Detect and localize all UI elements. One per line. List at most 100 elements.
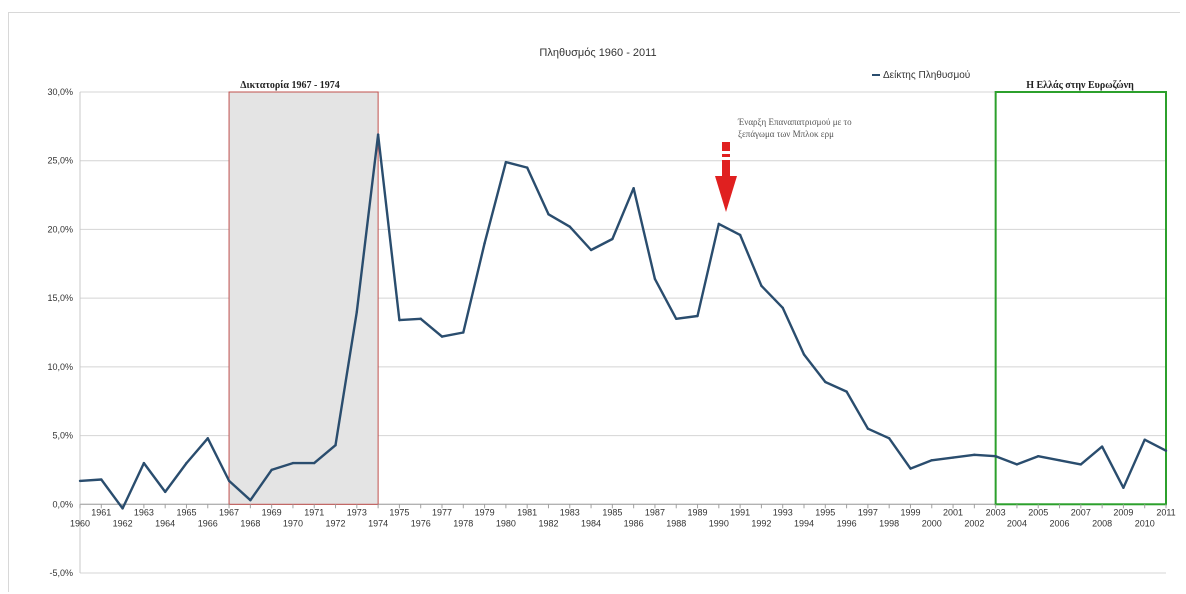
x-tick-label: 1980 <box>496 518 516 528</box>
x-tick-label: 1975 <box>389 507 409 517</box>
data-point <box>1164 449 1168 452</box>
x-tick-label: 2000 <box>922 518 942 528</box>
x-tick-label: 1969 <box>262 507 282 517</box>
data-point <box>866 427 870 430</box>
data-point <box>419 317 422 320</box>
x-tick-label: 2007 <box>1071 507 1091 517</box>
repatriation-note-line2: ξεπάγωμα των Μπλοκ ερμ <box>738 129 834 139</box>
y-tick-label: 15,0% <box>47 293 73 303</box>
x-tick-label: 1967 <box>219 507 239 517</box>
x-tick-label: 1984 <box>581 518 601 528</box>
x-tick-label: 2001 <box>943 507 963 517</box>
data-point <box>845 390 848 393</box>
data-point <box>1143 438 1146 441</box>
x-tick-label: 1965 <box>176 507 196 517</box>
data-point <box>504 160 508 164</box>
x-tick-label: 1992 <box>751 518 771 528</box>
data-point <box>547 213 550 216</box>
data-point <box>887 437 891 440</box>
x-tick-label: 2005 <box>1028 507 1048 517</box>
x-tick-label: 1985 <box>602 507 622 517</box>
data-point <box>1037 454 1040 458</box>
data-point <box>738 233 742 237</box>
x-tick-label: 1996 <box>837 518 857 528</box>
x-tick-label: 1963 <box>134 507 154 517</box>
x-tick-label: 1962 <box>113 518 133 528</box>
data-point <box>185 461 188 465</box>
data-point <box>142 461 146 465</box>
data-point <box>568 225 571 228</box>
data-point <box>632 187 635 190</box>
y-tick-label: 25,0% <box>47 156 73 166</box>
x-tick-label: 1979 <box>475 507 495 517</box>
data-point <box>376 133 380 136</box>
data-point <box>781 306 784 309</box>
grid-lines <box>79 91 1166 574</box>
y-tick-label: 10,0% <box>47 362 73 372</box>
data-point <box>206 437 209 440</box>
y-tick-label: 5,0% <box>52 431 73 441</box>
dictatorship-box <box>228 91 379 505</box>
x-tick-label: 1989 <box>688 507 708 517</box>
x-tick-label: 1983 <box>560 507 580 517</box>
x-tick-label: 1972 <box>326 518 346 528</box>
x-tick-label: 2006 <box>1050 518 1070 528</box>
x-tick-label: 1964 <box>155 518 175 528</box>
x-tick-label: 2008 <box>1092 518 1112 528</box>
x-tick-label: 1986 <box>624 518 644 528</box>
data-point <box>1079 463 1083 466</box>
data-point <box>334 443 337 447</box>
x-tick-label: 1995 <box>815 507 835 517</box>
x-tick-label: 1970 <box>283 518 303 528</box>
x-tick-label: 2004 <box>1007 518 1027 528</box>
data-point <box>930 459 933 462</box>
x-tick-labels: 1960196119621963196419651966196719681969… <box>70 504 1176 528</box>
legend-label: Δείκτης Πληθυσμού <box>883 69 970 81</box>
data-point <box>525 166 529 169</box>
x-tick-label: 1978 <box>453 518 473 528</box>
data-point <box>270 468 273 472</box>
y-tick-label: -5,0% <box>49 568 73 578</box>
x-tick-label: 1994 <box>794 518 814 528</box>
data-point <box>163 490 167 494</box>
data-point <box>483 241 486 245</box>
data-point <box>802 353 806 356</box>
x-tick-label: 1982 <box>538 518 558 528</box>
x-tick-label: 1974 <box>368 518 388 528</box>
repatriation-note-line1: Έναρξη Επαναπατρισμού με το <box>737 117 852 127</box>
dictatorship-label: Δικτατορία 1967 - 1974 <box>240 80 340 91</box>
x-tick-label: 1988 <box>666 518 686 528</box>
x-tick-label: 1960 <box>70 518 90 528</box>
chart-title: Πληθυσμός 1960 - 2011 <box>539 47 656 59</box>
x-tick-label: 1977 <box>432 507 452 517</box>
x-tick-label: 1966 <box>198 518 218 528</box>
data-point <box>1015 463 1019 466</box>
x-tick-label: 1999 <box>900 507 920 517</box>
data-point <box>121 507 124 510</box>
data-point <box>100 478 103 481</box>
data-point <box>717 222 721 226</box>
x-tick-label: 1998 <box>879 518 899 528</box>
x-tick-label: 2010 <box>1135 518 1155 528</box>
data-point <box>973 453 976 457</box>
data-point <box>760 284 763 287</box>
series-line <box>79 133 1167 510</box>
x-tick-label: 1976 <box>411 518 431 528</box>
data-point <box>824 380 827 384</box>
data-point <box>611 237 614 241</box>
x-tick-label: 1990 <box>709 518 729 528</box>
x-tick-label: 1993 <box>773 507 793 517</box>
data-point <box>589 248 593 252</box>
data-point <box>227 479 231 483</box>
x-tick-label: 1987 <box>645 507 665 517</box>
y-tick-label: 30,0% <box>47 87 73 97</box>
data-point <box>994 454 997 458</box>
data-point <box>1122 486 1125 489</box>
data-point <box>675 317 678 320</box>
y-tick-label: 0,0% <box>52 499 73 509</box>
data-point <box>291 461 295 465</box>
x-tick-label: 1981 <box>517 507 537 517</box>
data-point <box>355 310 359 314</box>
arrow-down-icon <box>715 142 737 212</box>
